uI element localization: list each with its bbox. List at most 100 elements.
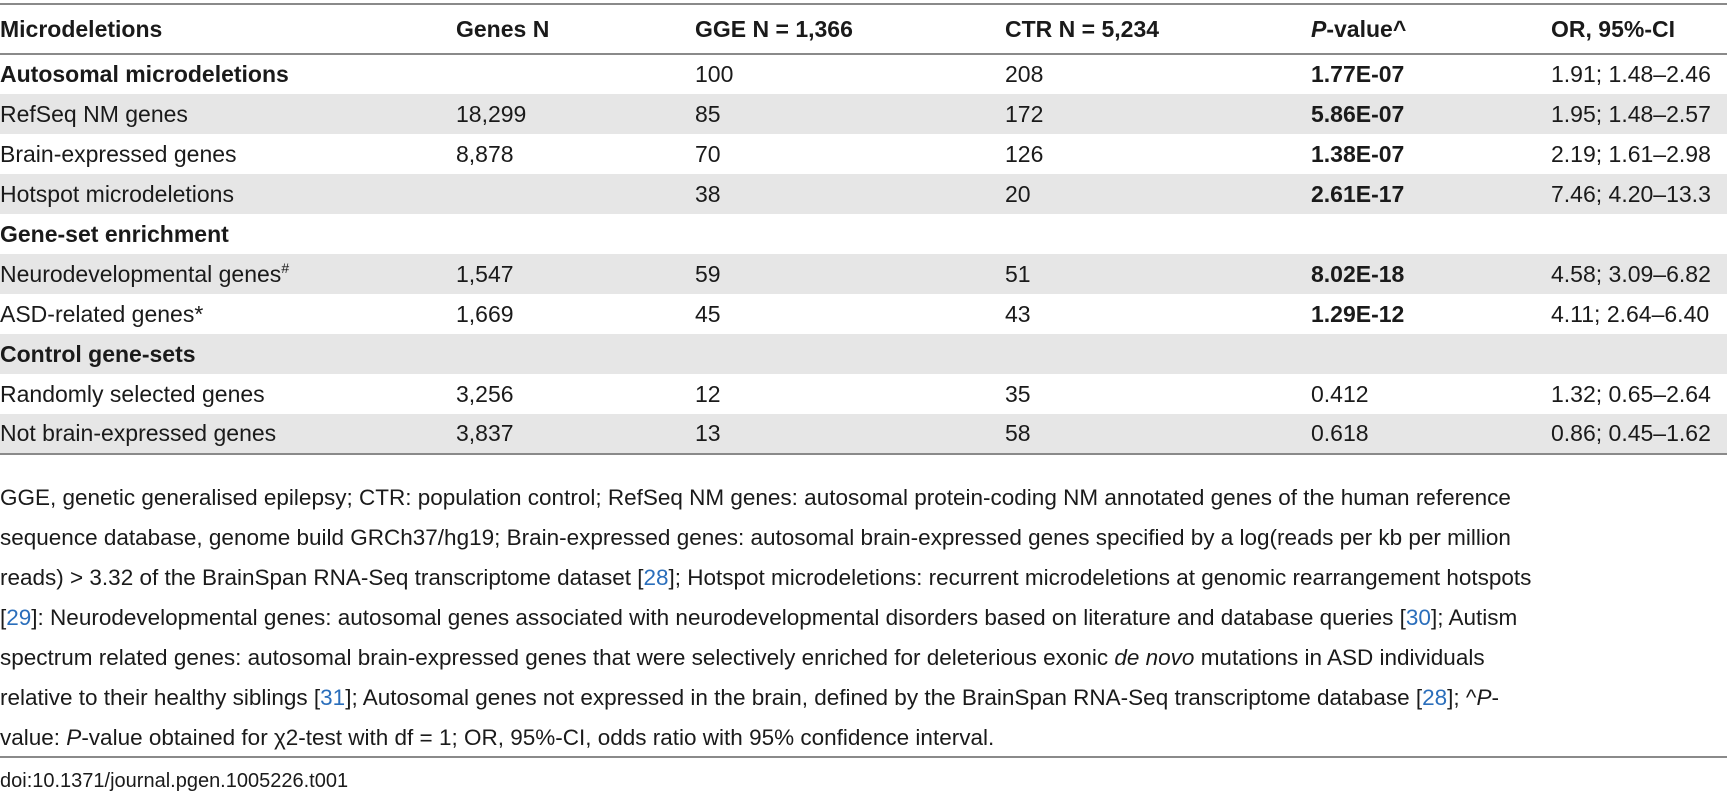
ctr-count-cell: 58 [1005,414,1311,454]
results-table: Microdeletions Genes N GGE N = 1,366 CTR… [0,3,1727,455]
row-label-text: Neurodevelopmental genes [0,260,282,287]
ctr-count-cell-text: 126 [1005,140,1044,167]
reference-link-30[interactable]: 30 [1405,605,1431,630]
odds-ratio-cell: 2.19; 1.61–2.98 [1551,134,1727,174]
footnote-line: relative to their healthy siblings [31];… [0,678,1727,718]
table-row: Brain-expressed genes 8,878 70 126 1.38E-07 2… [0,134,1727,174]
p-value-cell: 5.86E-07 [1311,94,1551,134]
row-label: RefSeq NM genes [0,94,456,134]
p-value-cell: 1.29E-12 [1311,294,1551,334]
genes-n-cell-text: 1,547 [456,260,514,287]
gge-count-cell-text: 100 [695,61,734,87]
odds-ratio-cell-text: 1.91; 1.48–2.46 [1551,61,1711,87]
footnote-italic-text: P [66,725,82,750]
row-label: Hotspot microdeletions [0,174,456,214]
ctr-count-cell: 20 [1005,174,1311,214]
footnote-text: 2-test with df = 1; OR, 95%-CI, odds rat… [285,725,995,750]
reference-link-29[interactable]: 29 [6,605,32,630]
p-value-cell-text: 1.29E-12 [1311,300,1405,327]
table-row: Control gene-sets [0,334,1727,374]
footnote-text: ]; Autosomal genes not expressed in the … [345,685,1423,710]
reference-link-28[interactable]: 28 [643,565,669,590]
ctr-count-cell-text: 172 [1005,100,1044,127]
odds-ratio-cell: 4.11; 2.64–6.40 [1551,294,1727,334]
footnote-line: spectrum related genes: autosomal brain-… [0,638,1727,678]
footnote-line: sequence database, genome build GRCh37/h… [0,518,1727,558]
footnote-text: ]; Autism [1430,605,1518,630]
gge-count-cell: 38 [695,174,1005,214]
gge-count-cell-text: 59 [695,260,721,287]
header-or-ci: OR, 95%-CI [1551,15,1675,42]
p-value-cell: 2.61E-17 [1311,174,1551,214]
header-microdeletions: Microdeletions [0,15,163,42]
header-gge-n: GGE N = 1,366 [695,15,853,42]
ctr-count-cell-text: 35 [1005,380,1031,407]
p-value-cell: 0.412 [1311,374,1551,414]
p-value-cell-text: 2.61E-17 [1311,180,1405,207]
footer-divider [0,756,1727,758]
ctr-count-cell-text: 208 [1005,61,1044,87]
ctr-count-cell-text: 51 [1005,260,1031,287]
gge-count-cell: 100 [695,54,1005,94]
reference-link-31[interactable]: 31 [320,685,346,710]
footnote-line: value: P-value obtained for χ2-test with… [0,718,1727,758]
odds-ratio-cell: 7.46; 4.20–13.3 [1551,174,1727,214]
genes-n-cell-text: 1,669 [456,300,514,327]
table-row: Randomly selected genes 3,256 12 35 0.412 1.3… [0,374,1727,414]
row-label: ASD-related genes* [0,294,456,334]
footnote-text: ]: Neurodevelopmental genes: autosomal g… [31,605,1406,630]
row-label: Randomly selected genes [0,374,456,414]
genes-n-cell-text: 3,837 [456,420,514,446]
chi-symbol: χ [273,725,286,750]
gge-count-cell-text: 85 [695,100,721,127]
ctr-count-cell: 35 [1005,374,1311,414]
gge-count-cell-text: 13 [695,420,721,446]
ctr-count-cell: 172 [1005,94,1311,134]
genes-n-cell: 18,299 [456,94,695,134]
footnote-text: ]; Hotspot microdeletions: recurrent mic… [668,565,1532,590]
reference-link-28[interactable]: 28 [1422,685,1448,710]
ctr-count-cell-text: 20 [1005,180,1031,207]
odds-ratio-cell-text: 2.19; 1.61–2.98 [1551,140,1711,167]
footnote-italic-text: P [1476,685,1492,710]
p-value-cell-text: 8.02E-18 [1311,260,1405,287]
footnote-marker: # [281,259,290,276]
gge-count-cell: 59 [695,254,1005,294]
row-label-text: Not brain-expressed genes [0,420,277,446]
row-label: Neurodevelopmental genes# [0,254,456,294]
row-label-text: Randomly selected genes [0,380,265,407]
doi-label: doi:10.1371/journal.pgen.1005226.t001 [0,770,349,792]
row-label-text: ASD-related genes* [0,300,204,327]
gge-count-cell-text: 70 [695,140,721,167]
footnote-text: reads) > 3.32 of the BrainSpan RNA-Seq t… [0,565,644,590]
odds-ratio-cell-text: 4.58; 3.09–6.82 [1551,260,1711,287]
header-genes-n: Genes N [456,15,550,42]
row-label-text: RefSeq NM genes [0,100,188,127]
odds-ratio-cell-text: 4.11; 2.64–6.40 [1551,300,1710,327]
genes-n-cell: 1,547 [456,254,695,294]
odds-ratio-cell: 1.32; 0.65–2.64 [1551,374,1727,414]
odds-ratio-cell-text: 0.86; 0.45–1.62 [1551,420,1711,446]
footnote-text: spectrum related genes: autosomal brain-… [0,645,1115,670]
genes-n-cell: 8,878 [456,134,695,174]
genes-n-cell: 3,256 [456,374,695,414]
gge-count-cell: 85 [695,94,1005,134]
footnote-line: reads) > 3.32 of the BrainSpan RNA-Seq t… [0,558,1727,598]
genes-n-cell [456,54,695,94]
ctr-count-cell: 51 [1005,254,1311,294]
p-value-cell-text: 1.77E-07 [1311,61,1405,87]
table-header-row: Microdeletions Genes N GGE N = 1,366 CTR… [0,4,1727,54]
header-ctr-n: CTR N = 5,234 [1005,15,1160,42]
gge-count-cell: 45 [695,294,1005,334]
footnote-text: relative to their healthy siblings [ [0,685,321,710]
row-label-text: Hotspot microdeletions [0,180,234,207]
footnote-line: GGE, genetic generalised epilepsy; CTR: … [0,478,1727,518]
footnote-line: [29]: Neurodevelopmental genes: autosoma… [0,598,1727,638]
ctr-count-cell: 126 [1005,134,1311,174]
genes-n-cell [456,174,695,214]
p-value-cell: 8.02E-18 [1311,254,1551,294]
footnote-italic-text: de novo [1114,645,1195,670]
ctr-count-cell: 43 [1005,294,1311,334]
table-footnote: GGE, genetic generalised epilepsy; CTR: … [0,478,1727,758]
footnote-text: sequence database, genome build GRCh37/h… [0,525,1511,550]
